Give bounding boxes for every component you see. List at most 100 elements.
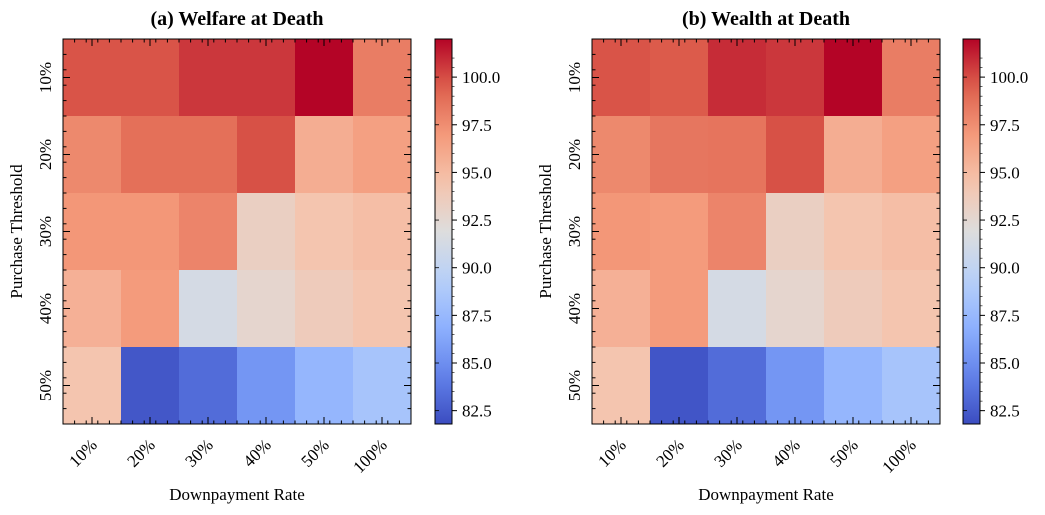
heatmap-cell [353, 270, 412, 348]
heatmap-cell [179, 39, 238, 117]
heatmap-cell [708, 193, 767, 271]
heatmap-cell [121, 270, 180, 348]
y-axis-label: Purchase Threshold [536, 164, 555, 299]
heatmap-cell [882, 116, 941, 194]
x-tick-label: 50% [297, 435, 332, 470]
heatmap-cell [592, 347, 651, 425]
heatmap-cell [766, 39, 825, 117]
heatmap-cell [650, 39, 709, 117]
y-tick-label: 50% [36, 370, 55, 401]
colorbar-tick-label: 97.5 [462, 116, 492, 135]
heatmap-cell [179, 193, 238, 271]
colorbar [962, 38, 981, 425]
axis-ticks [62, 38, 412, 425]
panel-a: (a) Welfare at Death 10% 20% 30% 40% 50% 100% 1… [7, 8, 500, 504]
heatmap-cell [121, 116, 180, 194]
colorbar-tick-label: 90.0 [462, 259, 492, 278]
heatmap-cell [766, 116, 825, 194]
y-tick-label: 30% [36, 216, 55, 247]
heatmap-cell [237, 193, 296, 271]
heatmap-cell [295, 347, 354, 425]
y-axis-label: Purchase Threshold [7, 164, 26, 299]
x-axis-label: Downpayment Rate [698, 485, 834, 504]
colorbar-tick-label: 97.5 [990, 116, 1020, 135]
x-tick-label: 40% [239, 435, 274, 470]
y-tick-label: 10% [565, 62, 584, 93]
x-tick-label: 30% [181, 435, 216, 470]
heatmap-cell [766, 193, 825, 271]
heatmap-cell [766, 270, 825, 348]
heatmap-cell [353, 193, 412, 271]
heatmap-cell [824, 116, 883, 194]
heatmap-cell [179, 347, 238, 425]
heatmap-cell [63, 193, 122, 271]
heatmap-cell [650, 347, 709, 425]
heatmap-cell [824, 270, 883, 348]
colorbar-tick-label: 100.0 [990, 68, 1028, 87]
x-tick-label: 10% [594, 435, 629, 470]
colorbar-tick-label: 87.5 [990, 306, 1020, 325]
colorbar-tick-label: 95.0 [990, 163, 1020, 182]
colorbar-tick-label: 87.5 [462, 306, 492, 325]
heatmap-cell [353, 116, 412, 194]
x-tick-label: 10% [65, 435, 100, 470]
heatmap-cell [708, 39, 767, 117]
chart-title: (b) Wealth at Death [682, 8, 850, 30]
heatmap-cell [766, 347, 825, 425]
heatmap-cell [650, 116, 709, 194]
y-tick-label: 40% [36, 293, 55, 324]
heatmap-cell [179, 116, 238, 194]
x-tick-label: 40% [768, 435, 803, 470]
x-tick-label: 50% [826, 435, 861, 470]
y-tick-label: 20% [36, 139, 55, 170]
heatmap-cell [353, 347, 412, 425]
colorbar-tick-label: 90.0 [990, 259, 1020, 278]
heatmap-cell [63, 39, 122, 117]
heatmap-cell [650, 270, 709, 348]
chart-title: (a) Welfare at Death [150, 8, 323, 30]
y-tick-label: 30% [565, 216, 584, 247]
colorbar-tick-label: 85.0 [462, 354, 492, 373]
y-tick-label: 50% [565, 370, 584, 401]
heatmap-cell [121, 193, 180, 271]
heatmap-cell [882, 347, 941, 425]
heatmap-cell [63, 116, 122, 194]
colorbar-tick-label: 95.0 [462, 163, 492, 182]
heatmap-cell [708, 270, 767, 348]
heatmap-cell [708, 116, 767, 194]
heatmap-cell [63, 270, 122, 348]
heatmap-cell [824, 347, 883, 425]
colorbar-tick-label: 92.5 [462, 211, 492, 230]
heatmap-cell [237, 39, 296, 117]
heatmap-cell [882, 270, 941, 348]
heatmap-cell [237, 116, 296, 194]
colorbar-tick-label: 82.5 [462, 402, 492, 421]
heatmap-cell [650, 193, 709, 271]
heatmap-cell [882, 39, 941, 117]
colorbar-tick-label: 100.0 [462, 68, 500, 87]
heatmap-cell [824, 193, 883, 271]
heatmap-cell [295, 39, 354, 117]
panel-b: (b) Wealth at Death 10% 20% 30% 40% 50% 100% 10… [536, 8, 1028, 504]
y-tick-label: 20% [565, 139, 584, 170]
x-tick-label: 100% [349, 435, 390, 476]
heatmap-cell [179, 270, 238, 348]
heatmap-cell [592, 193, 651, 271]
heatmap-cell [353, 39, 412, 117]
heatmap-cell [121, 347, 180, 425]
x-tick-label: 100% [878, 435, 919, 476]
heatmap-cell [295, 193, 354, 271]
x-tick-label: 20% [652, 435, 687, 470]
heatmap-cell [708, 347, 767, 425]
heatmap-cell [592, 116, 651, 194]
axis-ticks [591, 38, 941, 425]
heatmap-cell [295, 116, 354, 194]
colorbar-tick-label: 82.5 [990, 402, 1020, 421]
x-axis-label: Downpayment Rate [169, 485, 305, 504]
heatmap-cell [63, 347, 122, 425]
heatmap-cell [592, 39, 651, 117]
heatmap-cell [237, 270, 296, 348]
y-tick-label: 10% [36, 62, 55, 93]
heatmap-cell [592, 270, 651, 348]
